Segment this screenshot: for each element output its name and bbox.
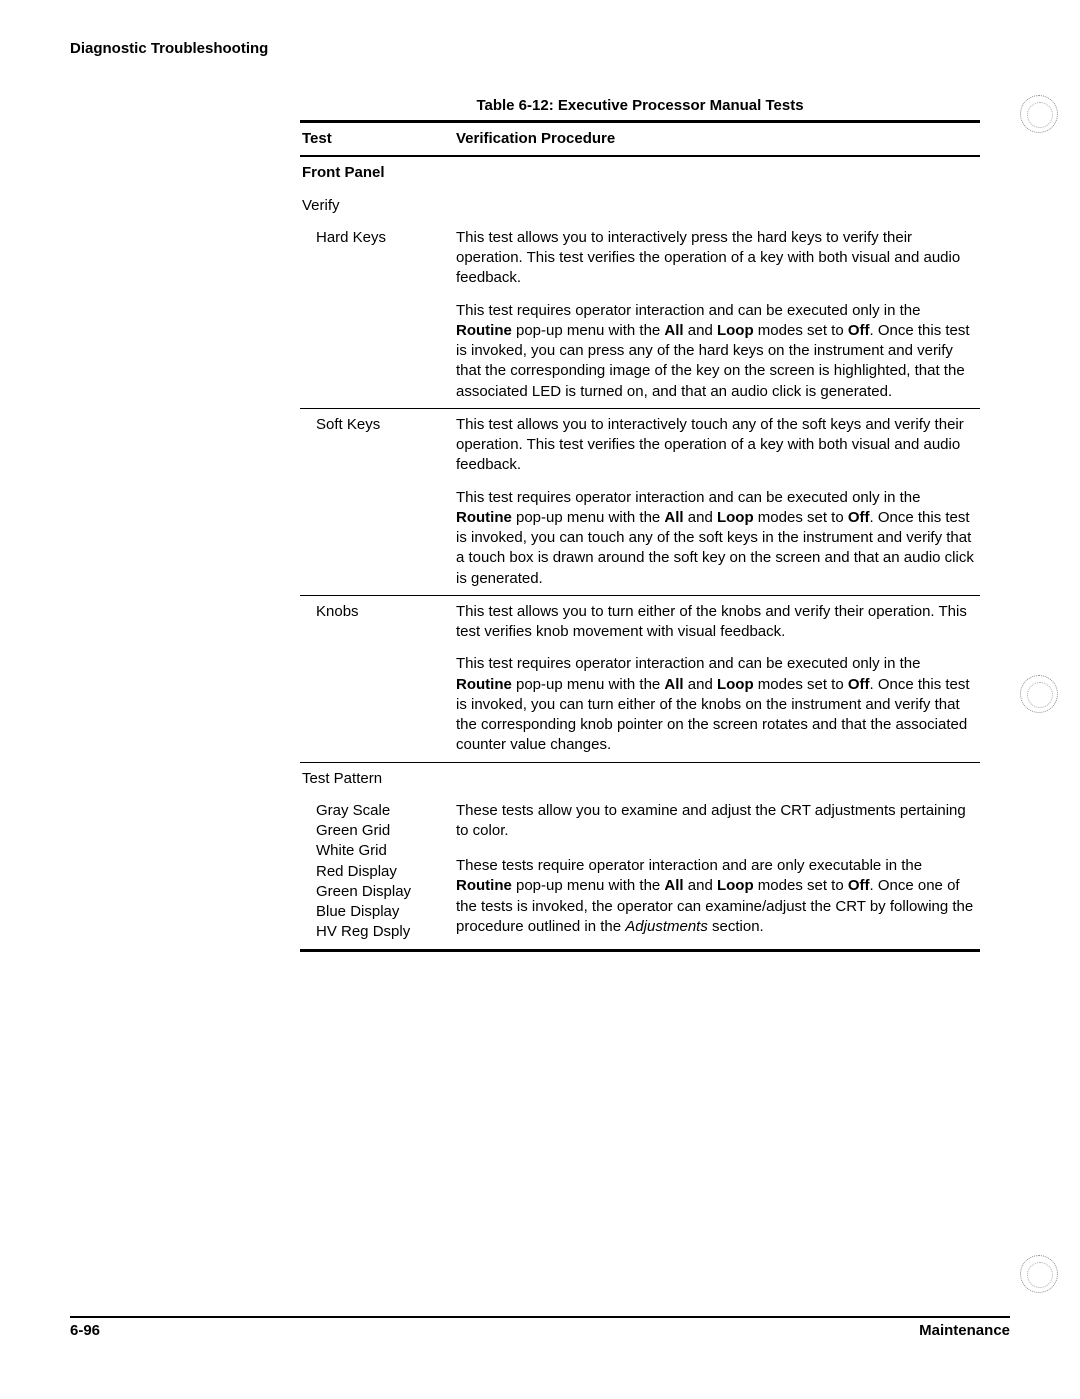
pattern-item: Gray Scale: [302, 801, 452, 821]
kw-routine: Routine: [456, 877, 512, 894]
section-header: Diagnostic Troubleshooting: [70, 40, 1010, 57]
kw-all: All: [664, 322, 683, 339]
txt: modes set to: [754, 509, 848, 526]
proc-pattern-2: These tests require operator interaction…: [454, 850, 980, 950]
txt: and: [684, 322, 717, 339]
proc-hard-keys-1: This test allows you to interactively pr…: [454, 222, 980, 295]
kw-loop: Loop: [717, 322, 754, 339]
test-label: Hard Keys: [302, 228, 452, 248]
kw-routine: Routine: [456, 676, 512, 693]
kw-routine: Routine: [456, 322, 512, 339]
subcategory-label: Verify: [300, 190, 980, 222]
kw-loop: Loop: [717, 877, 754, 894]
proc-soft-keys-2: This test requires operator interaction …: [454, 482, 980, 596]
kw-loop: Loop: [717, 509, 754, 526]
txt: This test requires operator interaction …: [456, 302, 920, 319]
kw-off: Off: [848, 877, 870, 894]
col-header-test: Test: [300, 122, 454, 157]
page: Diagnostic Troubleshooting Table 6-12: E…: [0, 0, 1080, 1399]
category-label: Test Pattern: [300, 763, 980, 795]
footer-section: Maintenance: [919, 1322, 1010, 1339]
txt: modes set to: [754, 877, 848, 894]
caption-label: Table 6-12:: [476, 97, 553, 114]
kw-adjustments: Adjustments: [625, 918, 708, 935]
category-label: Front Panel: [300, 156, 980, 189]
kw-loop: Loop: [717, 676, 754, 693]
caption-title: Executive Processor Manual Tests: [558, 97, 804, 114]
txt: modes set to: [754, 676, 848, 693]
kw-all: All: [664, 676, 683, 693]
binder-hole-icon: [1020, 675, 1058, 713]
txt: This test requires operator interaction …: [456, 489, 920, 506]
row-soft-keys-1: Soft Keys This test allows you to intera…: [300, 409, 980, 482]
col-header-proc: Verification Procedure: [454, 122, 980, 157]
pattern-item: HV Reg Dsply: [302, 922, 452, 942]
pattern-item: Blue Display: [302, 902, 452, 922]
table-caption: Table 6-12: Executive Processor Manual T…: [300, 97, 980, 114]
txt: pop-up menu with the: [512, 676, 665, 693]
cell-empty: [300, 482, 454, 596]
cell-empty: [300, 295, 454, 409]
txt: section.: [708, 918, 764, 935]
binder-hole-icon: [1020, 95, 1058, 133]
table-wrap: Test Verification Procedure Front Panel …: [300, 120, 980, 952]
test-label: Soft Keys: [302, 415, 452, 435]
txt: pop-up menu with the: [512, 877, 665, 894]
tests-table: Test Verification Procedure Front Panel …: [300, 120, 980, 952]
txt: This test requires operator interaction …: [456, 655, 920, 672]
row-soft-keys-2: This test requires operator interaction …: [300, 482, 980, 596]
txt: and: [684, 877, 717, 894]
kw-routine: Routine: [456, 509, 512, 526]
row-knobs-1: Knobs This test allows you to turn eithe…: [300, 596, 980, 649]
txt: pop-up menu with the: [512, 509, 665, 526]
txt: modes set to: [754, 322, 848, 339]
proc-pattern-1: These tests allow you to examine and adj…: [454, 795, 980, 850]
txt: and: [684, 509, 717, 526]
category-front-panel: Front Panel: [300, 156, 980, 189]
category-test-pattern: Test Pattern: [300, 763, 980, 795]
test-soft-keys: Soft Keys: [300, 409, 454, 482]
proc-hard-keys-2: This test requires operator interaction …: [454, 295, 980, 409]
pattern-item: Red Display: [302, 862, 452, 882]
kw-all: All: [664, 509, 683, 526]
test-hard-keys: Hard Keys: [300, 222, 454, 295]
proc-knobs-2: This test requires operator interaction …: [454, 648, 980, 762]
page-number: 6-96: [70, 1322, 100, 1339]
test-pattern-list: Gray Scale Green Grid White Grid Red Dis…: [300, 795, 454, 950]
kw-off: Off: [848, 509, 870, 526]
txt: These tests require operator interaction…: [456, 857, 922, 874]
test-label: Knobs: [302, 602, 452, 622]
row-knobs-2: This test requires operator interaction …: [300, 648, 980, 762]
kw-off: Off: [848, 676, 870, 693]
kw-all: All: [664, 877, 683, 894]
proc-soft-keys-1: This test allows you to interactively to…: [454, 409, 980, 482]
pattern-item: Green Display: [302, 882, 452, 902]
kw-off: Off: [848, 322, 870, 339]
row-hard-keys-1: Hard Keys This test allows you to intera…: [300, 222, 980, 295]
pattern-item: White Grid: [302, 841, 452, 861]
binder-hole-icon: [1020, 1255, 1058, 1293]
table-header-row: Test Verification Procedure: [300, 122, 980, 157]
txt: pop-up menu with the: [512, 322, 665, 339]
pattern-item: Green Grid: [302, 821, 452, 841]
subcategory-verify: Verify: [300, 190, 980, 222]
txt: and: [684, 676, 717, 693]
proc-knobs-1: This test allows you to turn either of t…: [454, 596, 980, 649]
row-pattern-1: Gray Scale Green Grid White Grid Red Dis…: [300, 795, 980, 850]
cell-empty: [300, 648, 454, 762]
test-knobs: Knobs: [300, 596, 454, 649]
row-hard-keys-2: This test requires operator interaction …: [300, 295, 980, 409]
page-footer: 6-96 Maintenance: [70, 1316, 1010, 1339]
